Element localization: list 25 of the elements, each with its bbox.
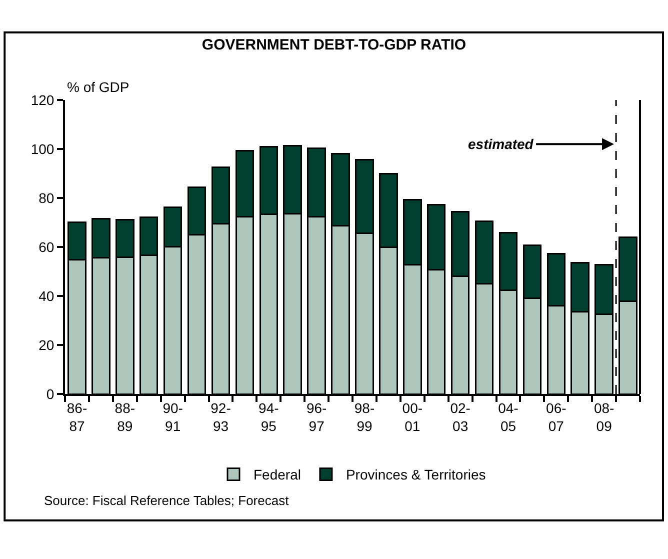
x-tick-label: 04-05 (498, 400, 519, 434)
y-axis-title: % of GDP (67, 79, 130, 95)
chart-title: GOVERNMENT DEBT-TO-GDP RATIO (202, 36, 466, 54)
x-tick-label: 00-01 (402, 400, 423, 434)
x-tick-label: 86-87 (66, 400, 88, 434)
legend-label: Federal (254, 466, 301, 483)
x-tick-label: 06-07 (546, 400, 567, 434)
x-tick-label: 92-93 (210, 400, 232, 434)
x-tick-label: 08-09 (594, 400, 615, 434)
source-note: Source: Fiscal Reference Tables; Forecast (44, 493, 290, 508)
legend-label: Provinces & Territories (346, 466, 486, 483)
x-tick-label: 02-03 (450, 400, 471, 434)
y-tick-label: 80 (38, 190, 54, 206)
y-tick-label: 100 (30, 140, 54, 157)
x-tick-label: 88-89 (114, 400, 136, 434)
y-tick-label: 20 (38, 336, 54, 353)
annotation: estimated (468, 136, 534, 152)
y-tick-label: 40 (38, 288, 54, 304)
x-tick-label: 94-95 (258, 400, 280, 434)
y-tick-label: 120 (30, 92, 54, 108)
x-tick-label: 90-91 (162, 400, 184, 434)
y-tick-label: 0 (46, 386, 54, 402)
x-tick-label: 98-99 (354, 400, 375, 434)
y-tick-label: 60 (38, 238, 54, 255)
x-tick-label: 96-97 (306, 400, 328, 434)
